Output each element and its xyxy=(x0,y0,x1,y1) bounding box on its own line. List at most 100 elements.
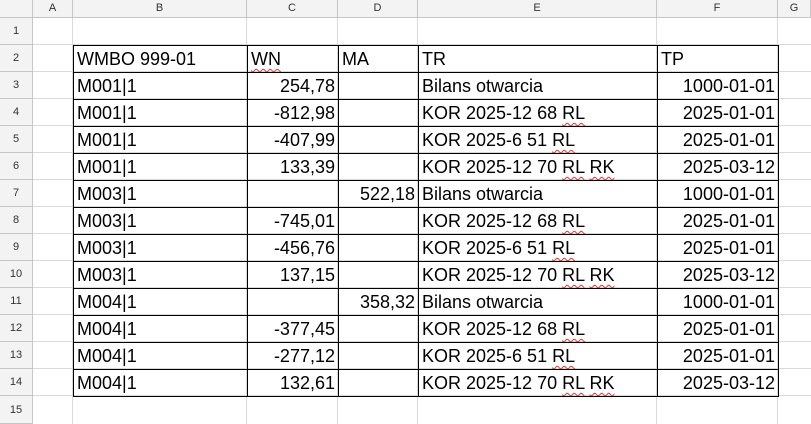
column-header-g[interactable]: G xyxy=(778,0,811,18)
cell-e4[interactable]: KOR 2025-12 68 RL xyxy=(418,99,658,127)
cell-d7[interactable]: 522,18 xyxy=(338,180,419,208)
cell-e8[interactable]: KOR 2025-12 68 RL xyxy=(418,207,658,235)
row-header-15[interactable]: 15 xyxy=(0,396,33,424)
cell-c6[interactable]: 133,39 xyxy=(247,153,339,181)
row-header-2[interactable]: 2 xyxy=(0,45,33,72)
cell-b11[interactable]: M004|1 xyxy=(73,288,248,316)
cell-text: 1000-01-01 xyxy=(682,76,775,96)
cell-b10[interactable]: M003|1 xyxy=(73,261,248,289)
cell-f11[interactable]: 1000-01-01 xyxy=(657,288,779,316)
cell-c7[interactable] xyxy=(247,180,339,208)
cell-b7[interactable]: M003|1 xyxy=(73,180,248,208)
cell-b14[interactable]: M004|1 xyxy=(73,369,248,397)
cell-header-d[interactable]: MA xyxy=(338,45,419,73)
cell-e10[interactable]: KOR 2025-12 70 RL RK xyxy=(418,261,658,289)
cell-d13[interactable] xyxy=(338,342,419,370)
cell-d9[interactable] xyxy=(338,234,419,262)
cell-f12[interactable]: 2025-01-01 xyxy=(657,315,779,343)
column-header-b[interactable]: B xyxy=(73,0,247,18)
cell-d11[interactable]: 358,32 xyxy=(338,288,419,316)
column-header-d[interactable]: D xyxy=(338,0,418,18)
row-header-5[interactable]: 5 xyxy=(0,126,33,153)
cell-header-c[interactable]: WN xyxy=(247,45,339,73)
cell-c5[interactable]: -407,99 xyxy=(247,126,339,154)
cell-text: 132,61 xyxy=(279,373,335,393)
cell-c3[interactable]: 254,78 xyxy=(247,72,339,100)
cell-f14[interactable]: 2025-03-12 xyxy=(657,369,779,397)
row-header-11[interactable]: 11 xyxy=(0,288,33,315)
row-header-4[interactable]: 4 xyxy=(0,99,33,126)
cell-d4[interactable] xyxy=(338,99,419,127)
cell-text: 2025-01-01 xyxy=(682,346,775,366)
cell-b12[interactable]: M004|1 xyxy=(73,315,248,343)
row-header-14[interactable]: 14 xyxy=(0,369,33,396)
cell-d10[interactable] xyxy=(338,261,419,289)
row-header-1[interactable]: 1 xyxy=(0,18,33,45)
cell-e3[interactable]: Bilans otwarcia xyxy=(418,72,658,100)
cell-d8[interactable] xyxy=(338,207,419,235)
row-header-3[interactable]: 3 xyxy=(0,72,33,99)
cell-d3[interactable] xyxy=(338,72,419,100)
cell-c12[interactable]: -377,45 xyxy=(247,315,339,343)
cell-text: KOR 2025-12 70 xyxy=(422,157,563,177)
cell-header-e[interactable]: TR xyxy=(418,45,658,73)
cell-text: M004|1 xyxy=(77,319,137,339)
row-header-9[interactable]: 9 xyxy=(0,234,33,261)
cell-text: M003|1 xyxy=(77,265,137,285)
cell-c4[interactable]: -812,98 xyxy=(247,99,339,127)
cell-f4[interactable]: 2025-01-01 xyxy=(657,99,779,127)
select-all-corner[interactable] xyxy=(0,0,33,18)
column-header-a[interactable]: A xyxy=(33,0,73,18)
cell-f9[interactable]: 2025-01-01 xyxy=(657,234,779,262)
cell-c14[interactable]: 132,61 xyxy=(247,369,339,397)
cell-header-b[interactable]: WMBO 999-01 xyxy=(73,45,248,73)
cell-d6[interactable] xyxy=(338,153,419,181)
cell-e5[interactable]: KOR 2025-6 51 RL xyxy=(418,126,658,154)
row-header-12[interactable]: 12 xyxy=(0,315,33,342)
cell-e13[interactable]: KOR 2025-6 51 RL xyxy=(418,342,658,370)
cell-b8[interactable]: M003|1 xyxy=(73,207,248,235)
cell-e14[interactable]: KOR 2025-12 70 RL RK xyxy=(418,369,658,397)
cell-b6[interactable]: M001|1 xyxy=(73,153,248,181)
cell-text: 1000-01-01 xyxy=(682,292,775,312)
cell-f3[interactable]: 1000-01-01 xyxy=(657,72,779,100)
cell-c8[interactable]: -745,01 xyxy=(247,207,339,235)
cell-b9[interactable]: M003|1 xyxy=(73,234,248,262)
cell-f7[interactable]: 1000-01-01 xyxy=(657,180,779,208)
row-header-8[interactable]: 8 xyxy=(0,207,33,234)
cell-c10[interactable]: 137,15 xyxy=(247,261,339,289)
cell-b3[interactable]: M001|1 xyxy=(73,72,248,100)
row-header-6[interactable]: 6 xyxy=(0,153,33,180)
cell-c13[interactable]: -277,12 xyxy=(247,342,339,370)
cell-f6[interactable]: 2025-03-12 xyxy=(657,153,779,181)
cell-text: -745,01 xyxy=(273,211,335,231)
column-header-e[interactable]: E xyxy=(418,0,657,18)
cell-f8[interactable]: 2025-01-01 xyxy=(657,207,779,235)
spellcheck-token: RL xyxy=(562,373,585,393)
cell-e6[interactable]: KOR 2025-12 70 RL RK xyxy=(418,153,658,181)
cell-f10[interactable]: 2025-03-12 xyxy=(657,261,779,289)
cell-e9[interactable]: KOR 2025-6 51 RL xyxy=(418,234,658,262)
cell-c11[interactable] xyxy=(247,288,339,316)
cell-c9[interactable]: -456,76 xyxy=(247,234,339,262)
gridline-horizontal xyxy=(33,152,811,153)
cell-b13[interactable]: M004|1 xyxy=(73,342,248,370)
row-header-10[interactable]: 10 xyxy=(0,261,33,288)
cell-b4[interactable]: M001|1 xyxy=(73,99,248,127)
cell-d12[interactable] xyxy=(338,315,419,343)
column-header-f[interactable]: F xyxy=(657,0,778,18)
cell-text: Bilans otwarcia xyxy=(422,292,544,312)
cell-d5[interactable] xyxy=(338,126,419,154)
cell-e12[interactable]: KOR 2025-12 68 RL xyxy=(418,315,658,343)
column-header-c[interactable]: C xyxy=(247,0,338,18)
cell-text: M003|1 xyxy=(77,238,137,258)
cell-header-f[interactable]: TP xyxy=(657,45,779,73)
cell-f13[interactable]: 2025-01-01 xyxy=(657,342,779,370)
cell-e7[interactable]: Bilans otwarcia xyxy=(418,180,658,208)
cell-e11[interactable]: Bilans otwarcia xyxy=(418,288,658,316)
cell-b5[interactable]: M001|1 xyxy=(73,126,248,154)
row-header-13[interactable]: 13 xyxy=(0,342,33,369)
cell-d14[interactable] xyxy=(338,369,419,397)
cell-f5[interactable]: 2025-01-01 xyxy=(657,126,779,154)
row-header-7[interactable]: 7 xyxy=(0,180,33,207)
